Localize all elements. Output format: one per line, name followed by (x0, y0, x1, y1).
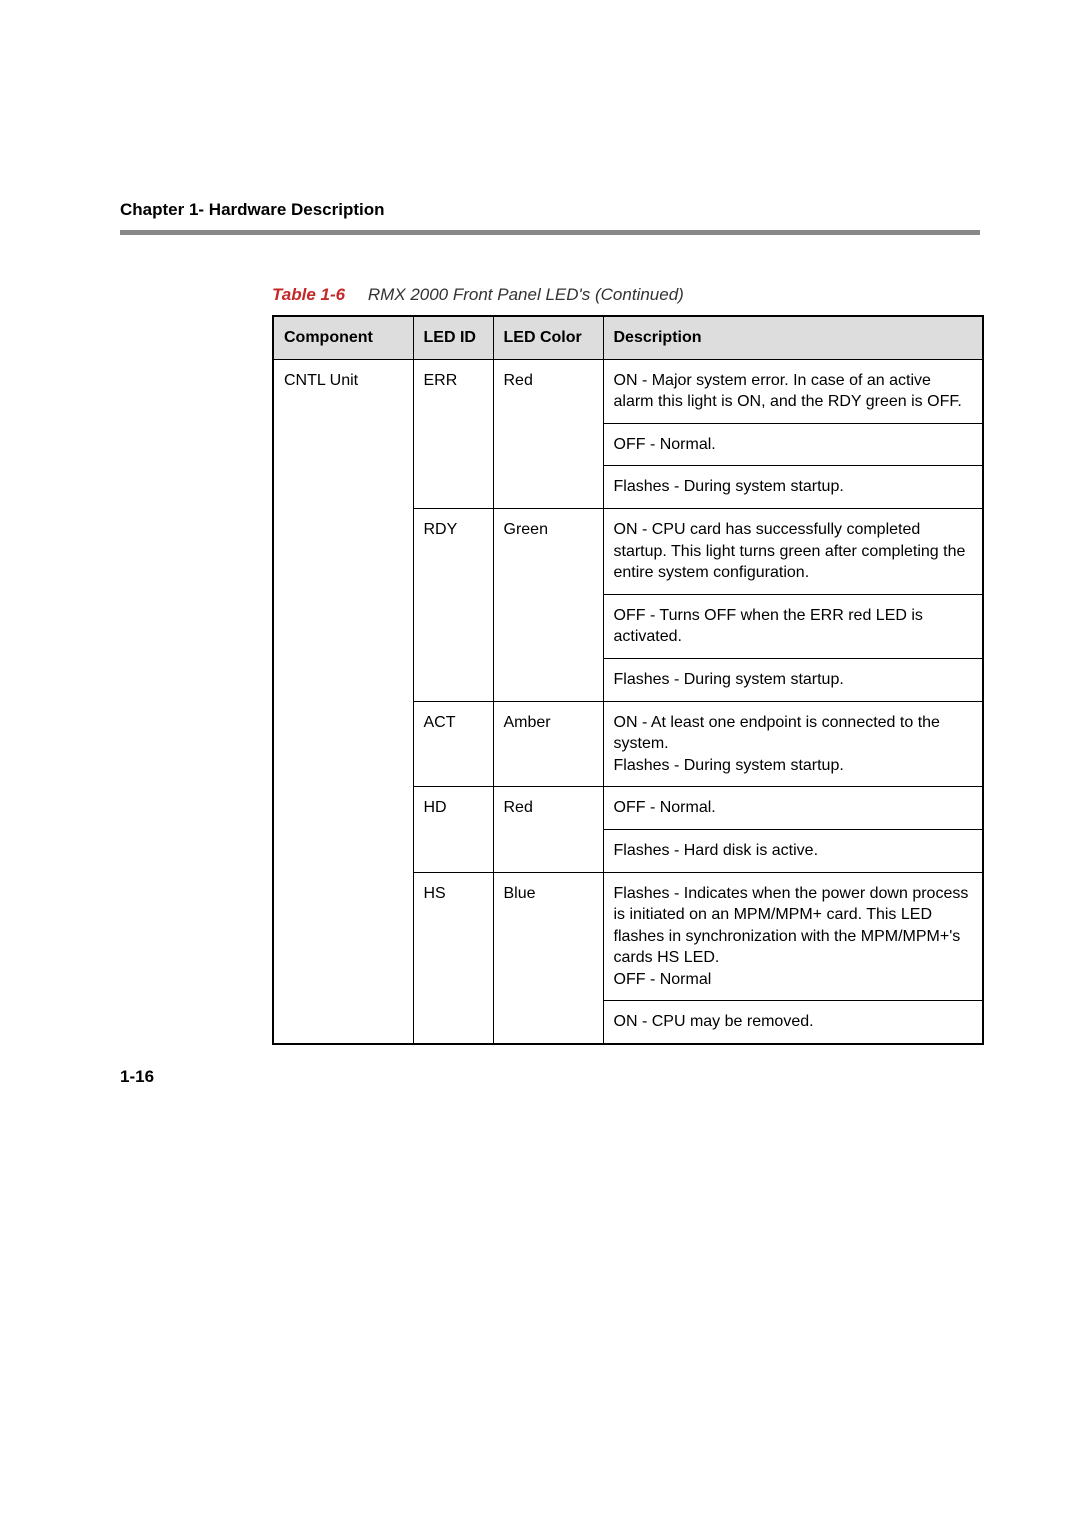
cell-description: ON - CPU card has successfully completed… (603, 508, 983, 594)
cell-description: ON - Major system error. In case of an a… (603, 359, 983, 423)
cell-led-color: Green (493, 508, 603, 701)
table-header-row: Component LED ID LED Color Description (273, 316, 983, 359)
cell-led-id: HS (413, 872, 493, 1044)
table-body: CNTL UnitERRRedON - Major system error. … (273, 359, 983, 1044)
cell-description: Flashes - During system startup. (603, 658, 983, 701)
chapter-heading: Chapter 1- Hardware Description (120, 200, 980, 220)
caption-text: RMX 2000 Front Panel LED's (Continued) (368, 285, 684, 304)
col-description: Description (603, 316, 983, 359)
cell-component: CNTL Unit (273, 359, 413, 1044)
cell-description: OFF - Normal. (603, 423, 983, 466)
cell-description: OFF - Turns OFF when the ERR red LED is … (603, 594, 983, 658)
header-divider (120, 230, 980, 235)
cell-description: ON - At least one endpoint is connected … (603, 701, 983, 787)
page-container: Chapter 1- Hardware Description Table 1-… (0, 0, 1080, 1527)
cell-led-id: ERR (413, 359, 493, 508)
cell-led-id: RDY (413, 508, 493, 701)
cell-led-color: Red (493, 787, 603, 872)
col-led-id: LED ID (413, 316, 493, 359)
cell-led-id: HD (413, 787, 493, 872)
cell-led-color: Amber (493, 701, 603, 787)
col-component: Component (273, 316, 413, 359)
cell-description: Flashes - During system startup. (603, 466, 983, 509)
cell-description: ON - CPU may be removed. (603, 1001, 983, 1044)
caption-label: Table 1-6 (272, 285, 345, 304)
cell-led-color: Red (493, 359, 603, 508)
table-caption: Table 1-6 RMX 2000 Front Panel LED's (Co… (272, 285, 980, 305)
led-table: Component LED ID LED Color Description C… (272, 315, 984, 1045)
table-row: CNTL UnitERRRedON - Major system error. … (273, 359, 983, 423)
cell-led-id: ACT (413, 701, 493, 787)
col-led-color: LED Color (493, 316, 603, 359)
cell-led-color: Blue (493, 872, 603, 1044)
table-wrapper: Component LED ID LED Color Description C… (272, 315, 980, 1045)
cell-description: Flashes - Hard disk is active. (603, 829, 983, 872)
cell-description: Flashes - Indicates when the power down … (603, 872, 983, 1001)
cell-description: OFF - Normal. (603, 787, 983, 830)
page-number: 1-16 (120, 1067, 154, 1087)
